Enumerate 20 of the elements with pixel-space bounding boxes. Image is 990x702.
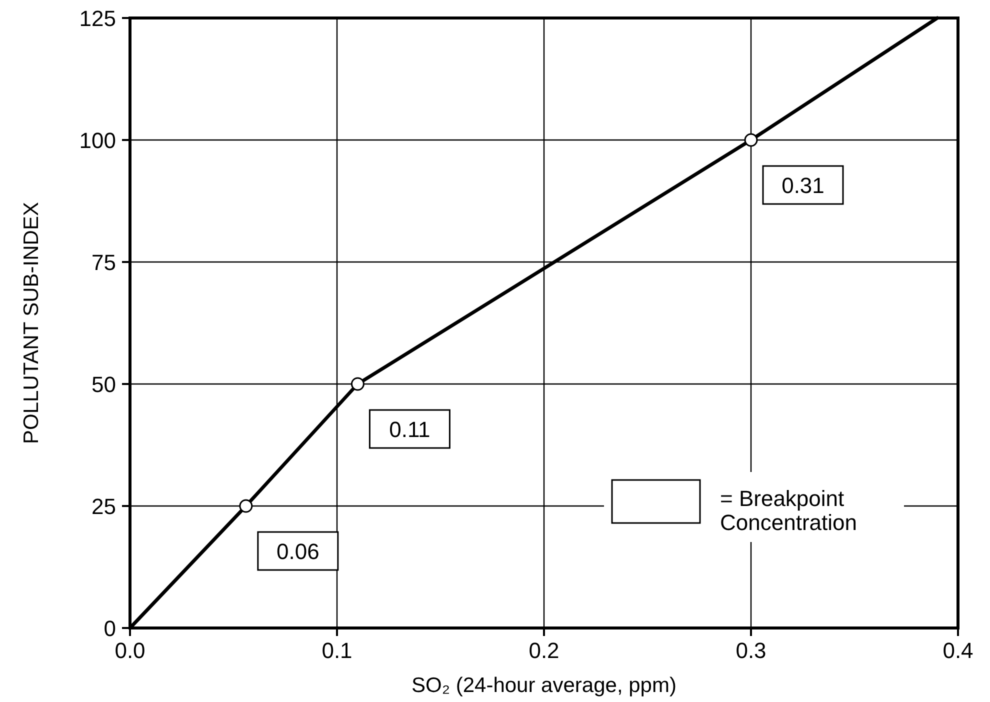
annotation: 0.06 — [276, 539, 320, 564]
point — [350, 377, 364, 391]
y-tick-label: 100 — [79, 128, 116, 153]
y-tick-label: 0 — [104, 616, 116, 641]
x-tick-label: 0.4 — [942, 638, 974, 663]
y-tick-label: 25 — [92, 494, 116, 519]
annotation: 0.11 — [389, 417, 430, 442]
x-tick-label: 0.2 — [528, 638, 560, 663]
x-tick-label: 0.0 — [114, 638, 146, 663]
y-axis-title: POLLUTANT SUB-INDEX — [20, 202, 43, 444]
annotation: 0.31 — [782, 173, 824, 198]
point — [239, 499, 253, 513]
x-tick-label: 0.3 — [736, 638, 766, 663]
y-tick-label: 125 — [79, 6, 116, 31]
point — [744, 133, 758, 147]
y-tick-label: 75 — [92, 250, 116, 275]
annotation: = Breakpoint Concentration — [720, 486, 857, 535]
x-tick-label: 0.1 — [322, 638, 352, 663]
y-tick-label: 50 — [92, 372, 116, 397]
x-axis-title: SO₂ (24-hour average, ppm) — [412, 674, 676, 697]
